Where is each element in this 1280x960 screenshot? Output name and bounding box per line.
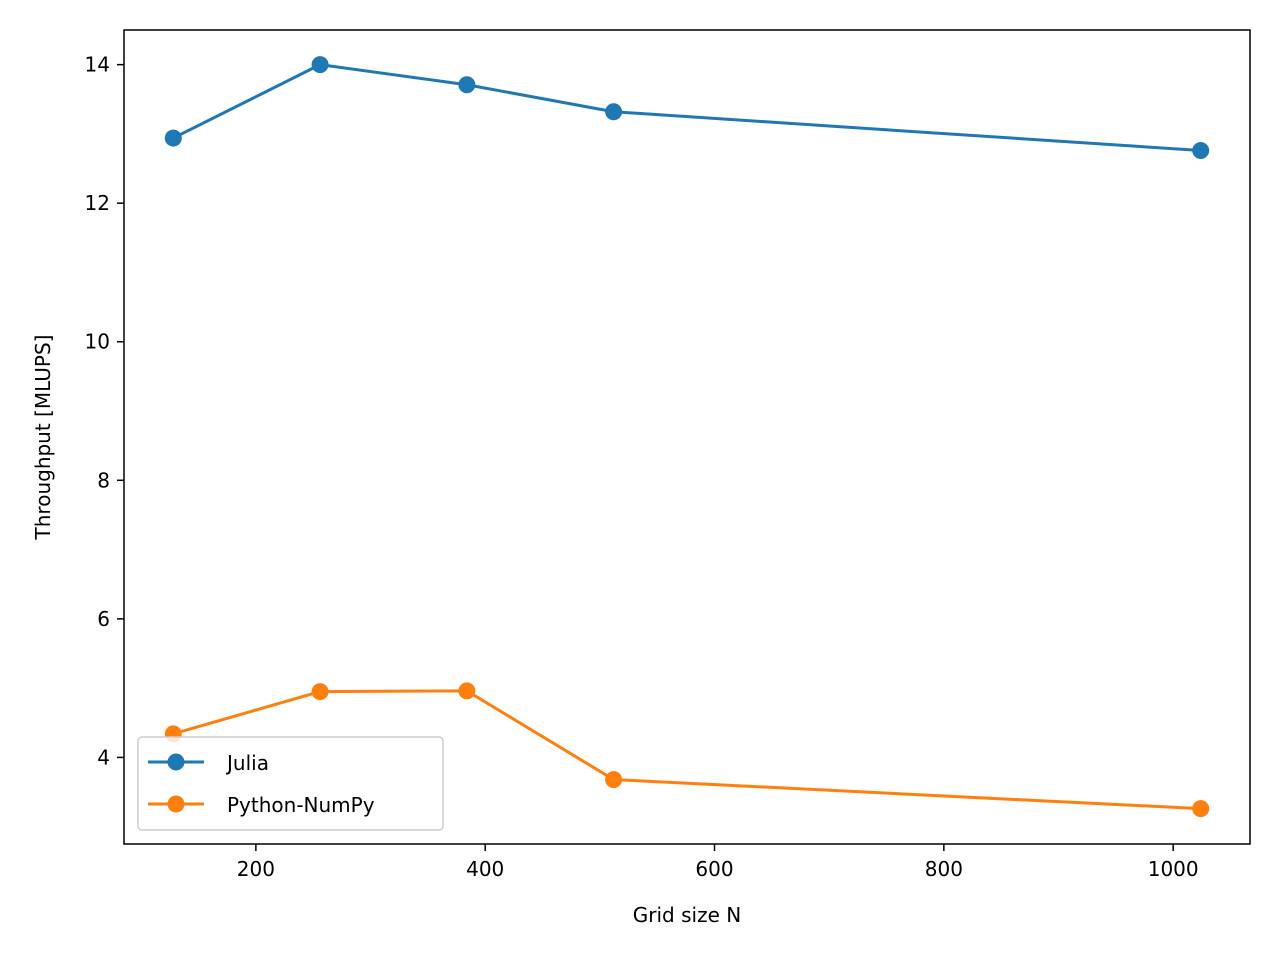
y-axis-label: Throughput [MLUPS] <box>31 335 55 541</box>
data-point-python-numpy <box>1192 800 1210 818</box>
data-point-julia <box>164 129 182 147</box>
series-group <box>164 56 1210 818</box>
data-point-python-numpy <box>458 682 476 700</box>
data-point-python-numpy <box>311 683 329 701</box>
data-point-julia <box>1192 142 1210 160</box>
legend-box <box>137 736 444 831</box>
data-point-julia <box>311 56 329 74</box>
data-point-julia <box>458 76 476 94</box>
y-tick-label: 12 <box>85 191 110 215</box>
y-tick-label: 6 <box>97 607 110 631</box>
legend-label-python-numpy: Python-NumPy <box>227 793 375 817</box>
y-tick-label: 10 <box>85 330 110 354</box>
data-point-python-numpy <box>605 771 623 789</box>
x-tick-label: 800 <box>925 857 963 881</box>
y-tick-label: 8 <box>97 468 110 492</box>
x-axis-ticks: 200 400 600 800 1000 <box>237 844 1199 881</box>
y-tick-label: 14 <box>85 53 110 77</box>
x-axis-label: Grid size N <box>633 903 741 927</box>
x-tick-label: 200 <box>237 857 275 881</box>
x-tick-label: 600 <box>695 857 733 881</box>
x-tick-label: 400 <box>466 857 504 881</box>
legend-marker-python-numpy <box>167 795 185 813</box>
legend: Julia Python-NumPy <box>137 736 444 831</box>
axes-frame <box>123 29 1251 845</box>
y-tick-label: 4 <box>97 745 110 769</box>
legend-marker-julia <box>167 753 185 771</box>
legend-label-julia: Julia <box>225 751 269 775</box>
y-axis-ticks: 4 6 8 10 12 14 <box>85 53 124 769</box>
x-tick-label: 1000 <box>1148 857 1199 881</box>
data-point-julia <box>605 103 623 121</box>
